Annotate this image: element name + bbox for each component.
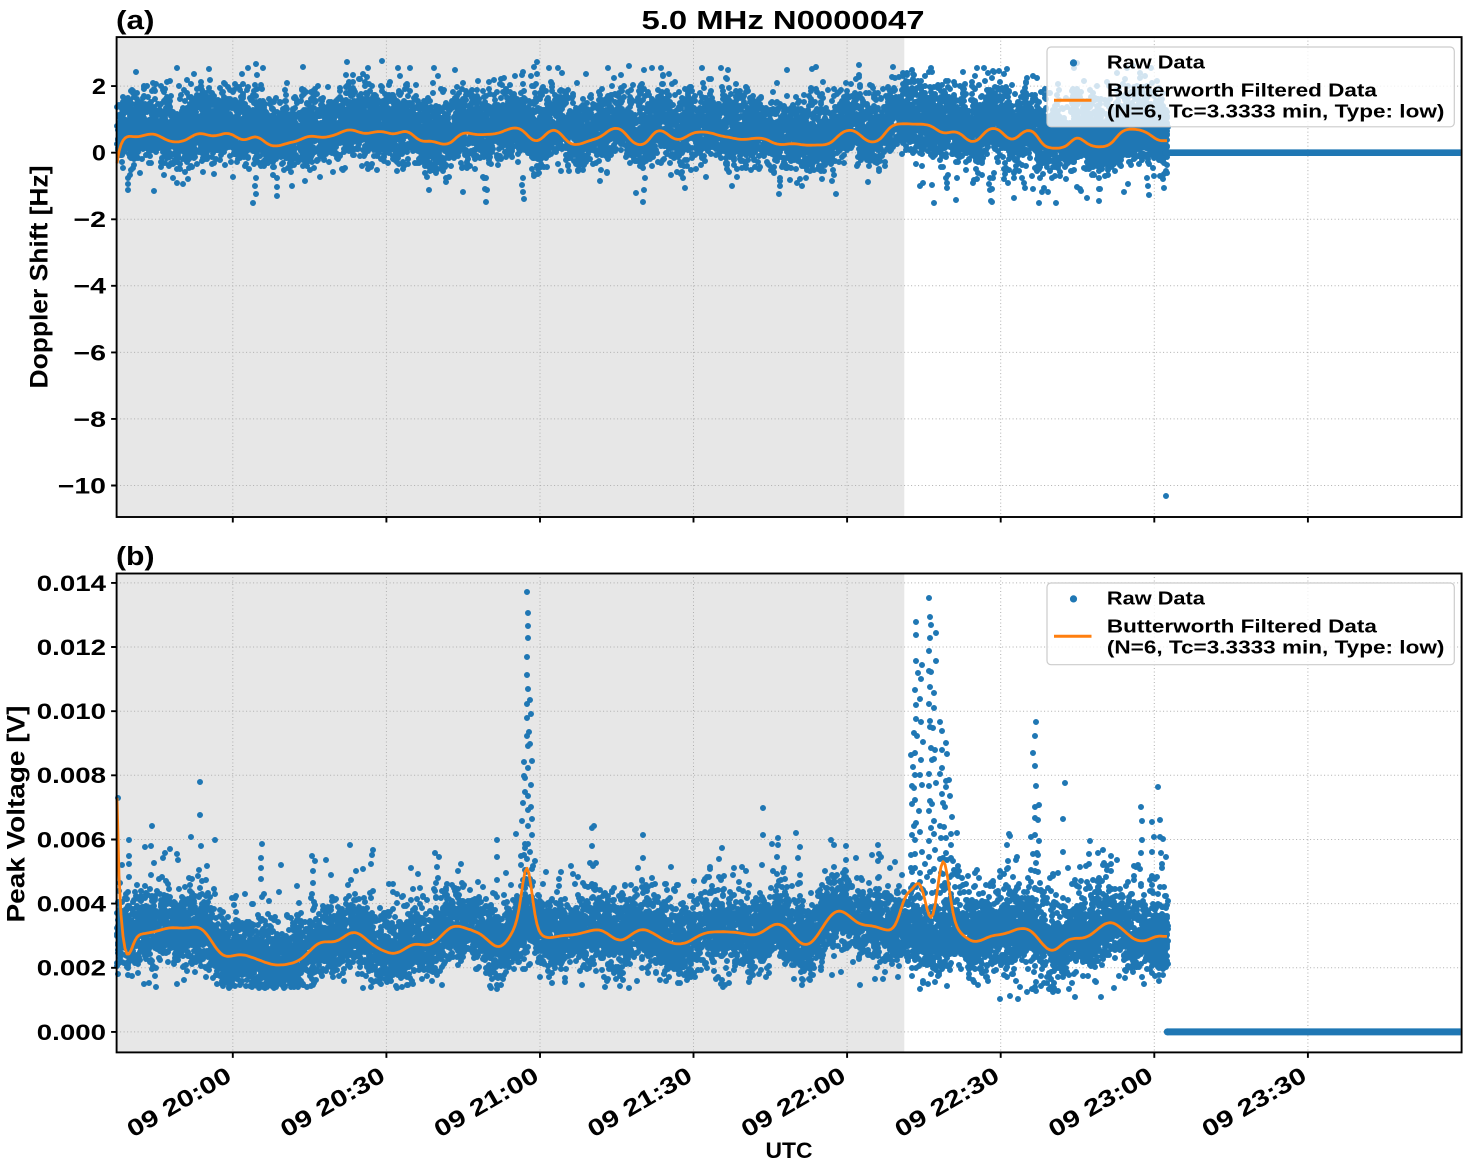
svg-text:−10: −10	[58, 473, 106, 498]
svg-text:Doppler Shift [Hz]: Doppler Shift [Hz]	[26, 166, 54, 389]
svg-text:0: 0	[92, 141, 106, 166]
svg-text:−6: −6	[73, 340, 106, 365]
svg-text:0.008: 0.008	[37, 763, 106, 788]
svg-text:0.012: 0.012	[37, 635, 106, 660]
svg-text:(N=6, Tc=3.3333 min, Type: low: (N=6, Tc=3.3333 min, Type: low)	[1107, 637, 1445, 658]
svg-text:Butterworth Filtered Data: Butterworth Filtered Data	[1107, 616, 1378, 637]
svg-text:0.004: 0.004	[37, 892, 107, 917]
svg-text:−8: −8	[73, 407, 106, 432]
svg-text:5.0 MHz N0000047: 5.0 MHz N0000047	[642, 7, 925, 35]
svg-text:0.000: 0.000	[37, 1020, 106, 1045]
svg-text:Raw Data: Raw Data	[1107, 588, 1206, 609]
svg-text:UTC: UTC	[766, 1138, 813, 1163]
svg-text:(b): (b)	[116, 543, 155, 571]
svg-text:2: 2	[92, 74, 106, 99]
svg-text:Peak Voltage [V]: Peak Voltage [V]	[3, 706, 31, 923]
svg-text:−2: −2	[73, 207, 106, 232]
svg-text:0.014: 0.014	[37, 571, 107, 596]
svg-text:(N=6, Tc=3.3333 min, Type: low: (N=6, Tc=3.3333 min, Type: low)	[1107, 101, 1445, 122]
svg-text:0.006: 0.006	[37, 827, 106, 852]
svg-text:Butterworth Filtered Data: Butterworth Filtered Data	[1107, 80, 1378, 101]
svg-text:(a): (a)	[116, 7, 155, 35]
svg-text:−4: −4	[73, 274, 107, 299]
svg-text:Raw Data: Raw Data	[1107, 52, 1206, 73]
svg-text:0.002: 0.002	[37, 956, 106, 981]
svg-text:0.010: 0.010	[37, 699, 106, 724]
